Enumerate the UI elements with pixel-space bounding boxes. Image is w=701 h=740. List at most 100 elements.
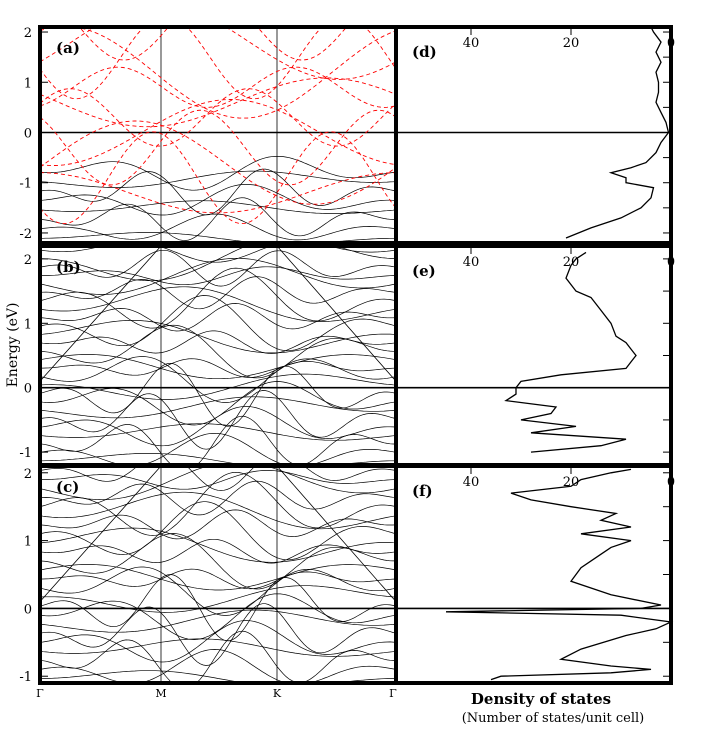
dirac-band — [40, 246, 162, 382]
panel-frame — [38, 464, 398, 685]
y-tick-label: 2 — [24, 467, 32, 482]
panel-label-2: (c) — [56, 478, 79, 496]
panel-frame — [394, 25, 673, 245]
band-curve — [40, 585, 396, 613]
dashed-band-curve — [40, 27, 396, 100]
band-curve — [40, 480, 396, 516]
band-curve — [40, 527, 396, 563]
y-tick-label: -1 — [19, 446, 32, 461]
band-curve — [40, 564, 396, 591]
y-tick-label: 1 — [24, 76, 32, 91]
band-curve — [40, 538, 396, 564]
x-tick-label: 20 — [563, 36, 580, 51]
y-tick-label: -2 — [19, 227, 32, 242]
band-panel-2: -1 0 1 2 (c) — [19, 464, 398, 685]
dashed-band-curve — [40, 109, 396, 186]
band-curve — [40, 630, 396, 683]
band-curve — [40, 396, 396, 419]
band-curve — [40, 155, 396, 191]
panel-label-4: (e) — [412, 262, 436, 280]
band-curve — [40, 257, 396, 295]
dashed-band-curve — [40, 77, 396, 128]
band-curve — [40, 415, 396, 465]
band-curve — [40, 373, 396, 400]
band-curve — [40, 197, 396, 241]
dirac-band — [276, 246, 396, 382]
band-curve — [40, 620, 396, 663]
band-panel-0: -2 -1 0 1 2 (a) — [19, 25, 398, 245]
band-curve — [40, 603, 396, 666]
energy-axis-title: Energy (eV) — [5, 303, 21, 388]
band-curve — [40, 509, 396, 540]
panel-label-3: (d) — [412, 43, 437, 61]
panel-label-5: (f) — [412, 482, 433, 500]
band-curve — [40, 170, 396, 188]
band-curve — [40, 432, 396, 465]
band-curve — [40, 609, 396, 633]
y-tick-label: 2 — [24, 253, 32, 268]
dos-title: Density of states — [471, 690, 611, 708]
dirac-band — [40, 466, 162, 602]
y-tick-label: 0 — [24, 382, 32, 397]
y-tick-label: -1 — [19, 177, 32, 192]
band-curve — [40, 471, 396, 536]
x-tick-label: 0 — [667, 255, 675, 270]
dos-curve — [565, 26, 670, 239]
dashed-band-curve — [40, 131, 396, 225]
band-curve — [40, 574, 396, 642]
dos-panel-5: 40 20 0 (f) — [394, 464, 675, 685]
x-tick-label: 0 — [667, 36, 675, 51]
dos-subtitle: (Number of states/unit cell) — [462, 711, 645, 726]
dashed-band-curve — [40, 66, 396, 108]
panels: -2 -1 0 1 2 (a) -1 0 1 2 (b) -1 0 1 2 (c) 40 20 0 (d) 40 20 0 (… — [19, 25, 675, 685]
y-tick-label: 0 — [24, 126, 32, 141]
x-tick-label: 20 — [563, 475, 580, 490]
dashed-band-curve — [40, 120, 396, 205]
x-tick-label: 0 — [667, 475, 675, 490]
band-curve — [40, 453, 396, 465]
dos-panel-4: 40 20 0 (e) — [394, 244, 675, 467]
band-lines-0 — [40, 27, 396, 243]
dos-panel-3: 40 20 0 (d) — [394, 25, 675, 245]
band-curve — [40, 330, 396, 354]
dashed-band-curve — [40, 88, 396, 147]
band-curve — [40, 466, 396, 501]
band-curve — [40, 638, 396, 657]
band-curve — [40, 324, 396, 379]
dashed-band-curve — [40, 27, 396, 80]
kpoint-gamma-left: Γ — [36, 687, 44, 700]
y-tick-label: 1 — [24, 317, 32, 332]
band-curve — [40, 320, 396, 354]
band-curve — [40, 295, 396, 352]
band-curve — [40, 491, 396, 530]
dashed-band-curve — [40, 27, 396, 61]
band-curve — [40, 286, 396, 322]
panel-frame — [394, 464, 673, 685]
band-curve — [40, 470, 396, 490]
band-curve — [40, 184, 396, 216]
band-curve — [40, 649, 396, 683]
band-panel-1: -1 0 1 2 (b) — [19, 244, 398, 467]
band-lines-2 — [40, 466, 396, 683]
dos-curve — [504, 251, 637, 453]
dashed-band-curve — [40, 172, 396, 214]
band-curve — [40, 568, 396, 590]
band-curve — [40, 354, 396, 380]
x-tick-label: 40 — [463, 255, 480, 270]
band-curve — [40, 390, 396, 450]
band-curve — [40, 200, 396, 214]
dashed-band-curve — [40, 99, 396, 166]
band-curve — [40, 356, 396, 403]
band-curve — [40, 213, 396, 241]
y-tick-label: 1 — [24, 535, 32, 550]
band-curve — [40, 423, 396, 441]
dirac-band — [276, 466, 396, 602]
x-tick-label: 20 — [563, 255, 580, 270]
y-tick-label: -1 — [19, 670, 32, 685]
band-curve — [40, 267, 396, 329]
band-curve — [40, 276, 396, 310]
band-curve — [40, 533, 396, 590]
dos-curve — [445, 468, 674, 681]
band-curve — [40, 466, 396, 491]
kpoint-m: M — [155, 687, 166, 700]
